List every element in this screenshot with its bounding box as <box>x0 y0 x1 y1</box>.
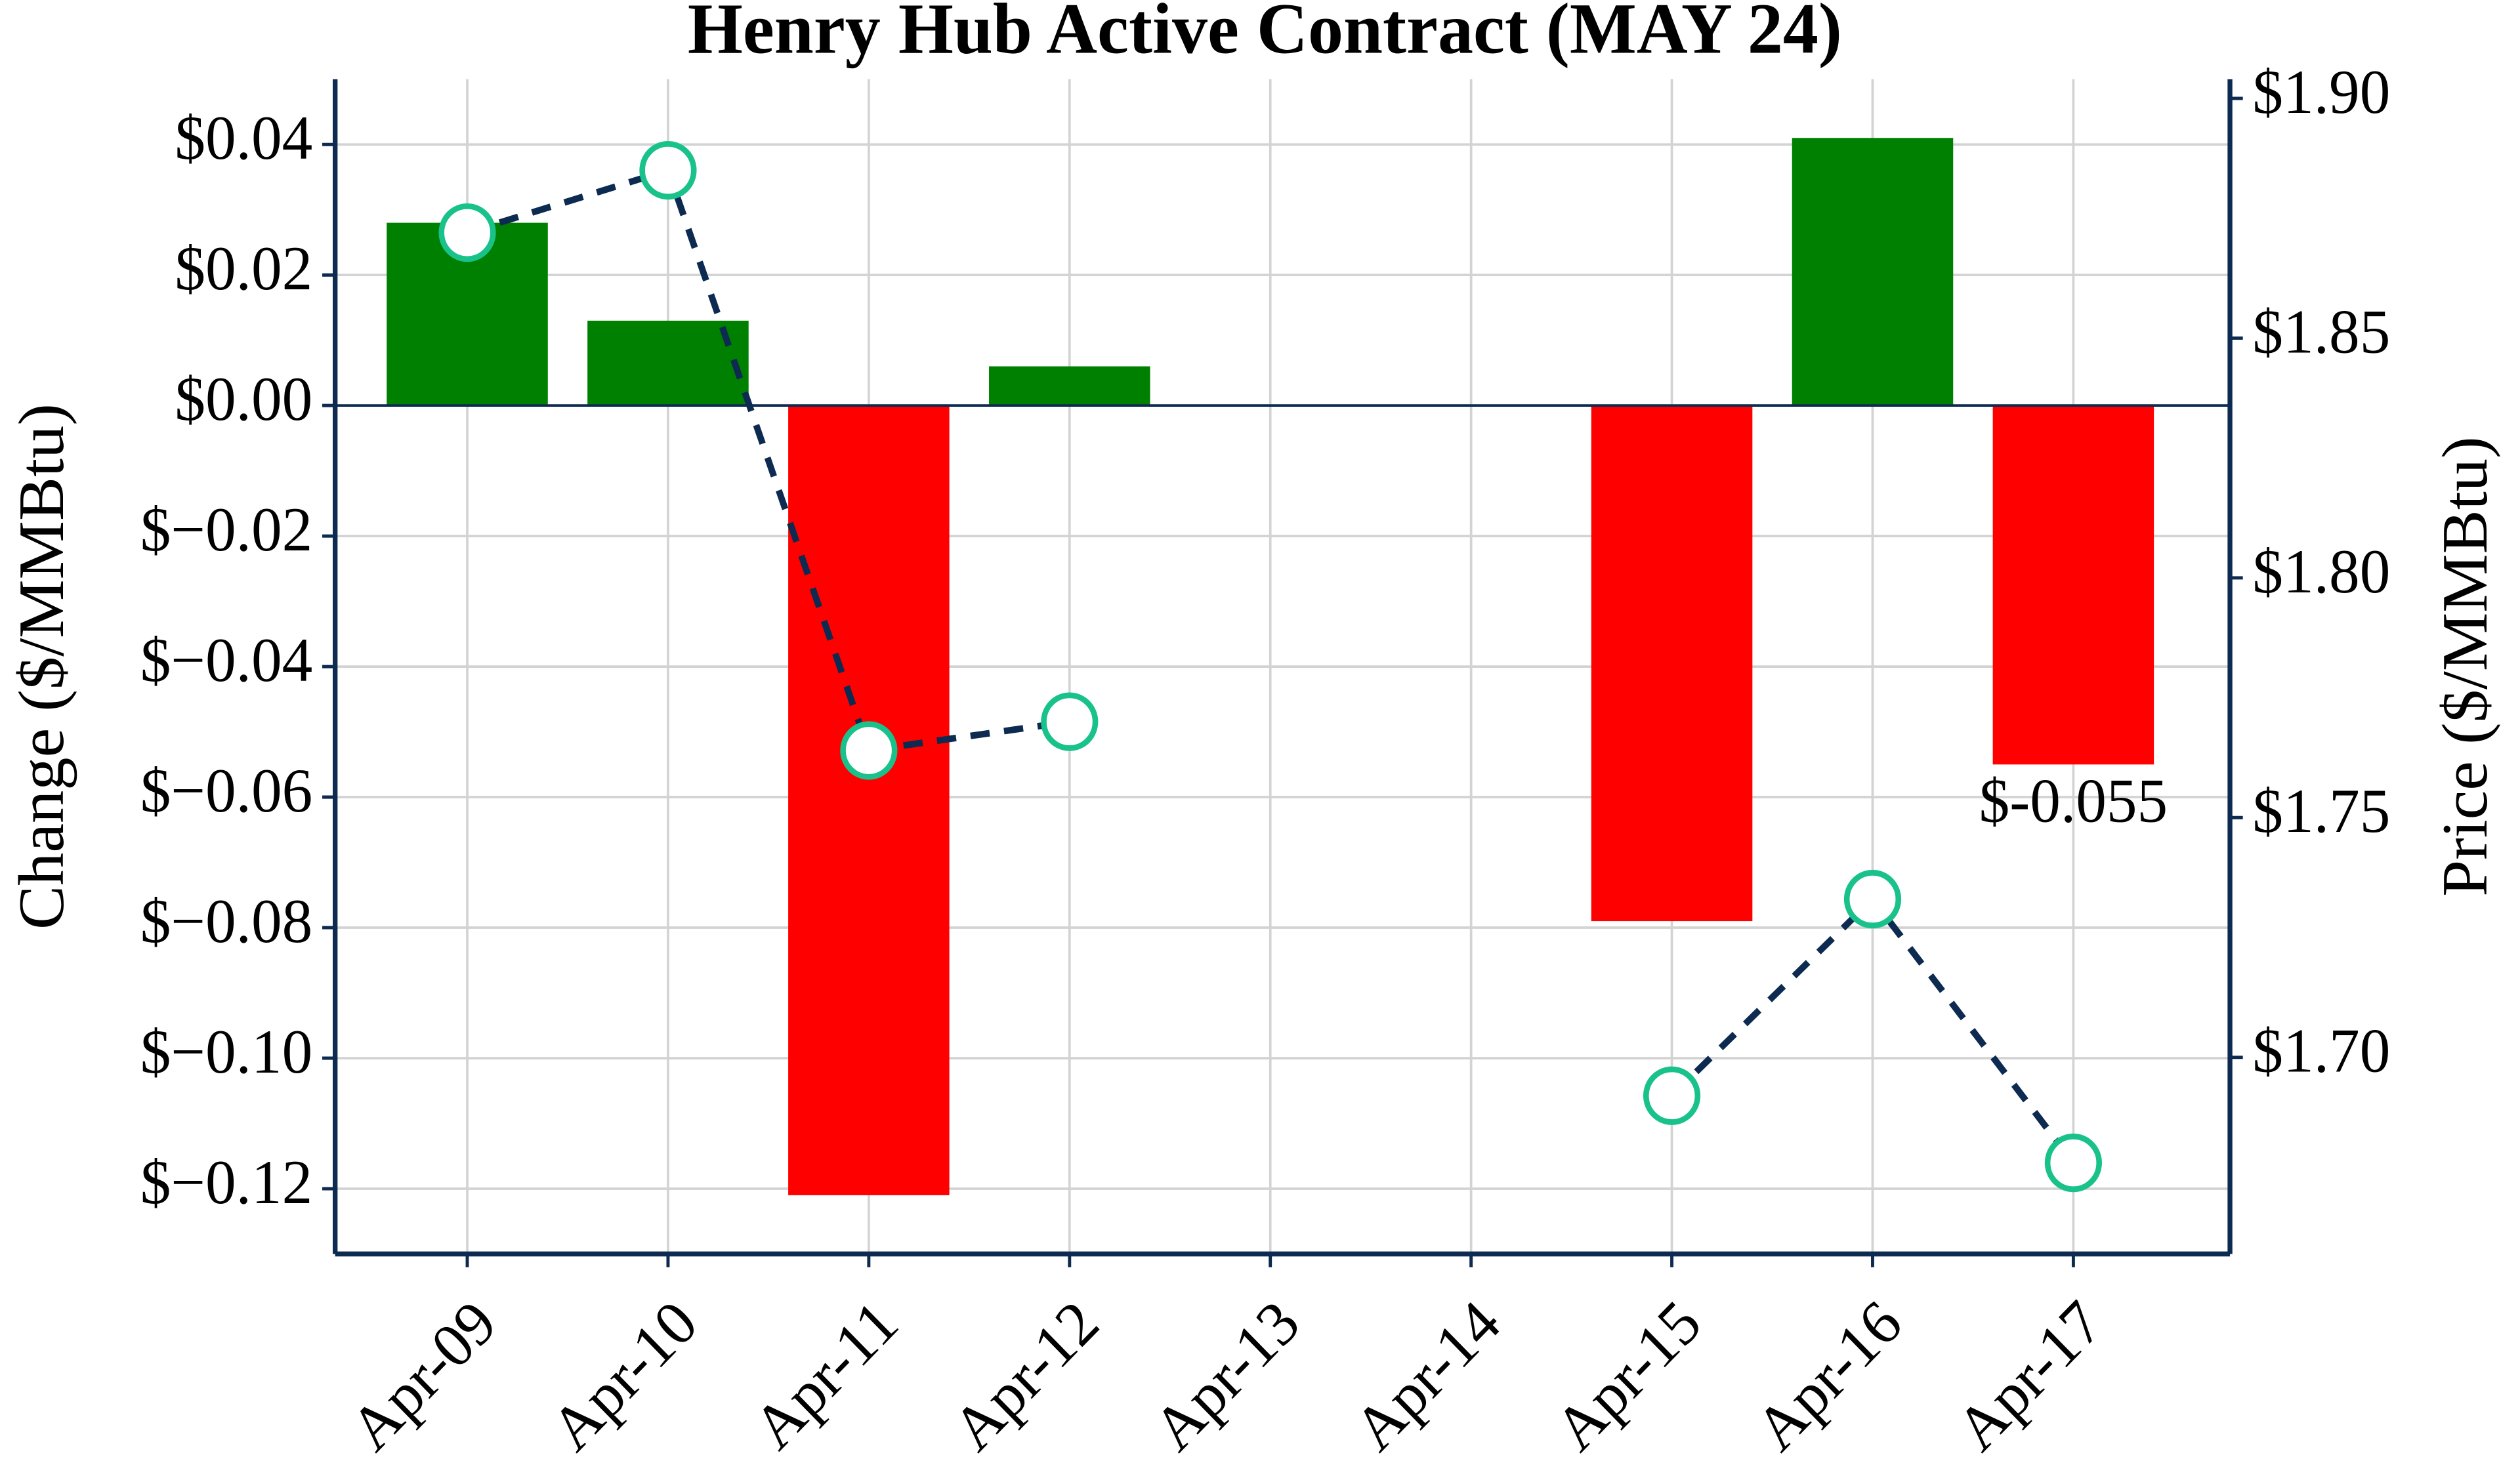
bar <box>989 366 1150 406</box>
y-tick-label: $−0.06 <box>140 756 313 825</box>
price-marker <box>1843 869 1902 929</box>
y-tick-label: $−0.10 <box>140 1018 313 1086</box>
bar <box>1591 405 1753 922</box>
y2-tick-label: $1.75 <box>2252 777 2390 846</box>
y-axis-title: Change ($/MMBtu) <box>5 403 77 930</box>
y2-tick-label: $1.80 <box>2252 537 2390 606</box>
bar <box>1992 405 2154 765</box>
y-tick-label: $−0.08 <box>140 887 313 956</box>
price-marker <box>639 140 697 200</box>
y2-tick-label: $1.85 <box>2252 297 2390 366</box>
y-tick-label: $−0.04 <box>140 626 313 695</box>
value-label: $-0.055 <box>1979 767 2168 836</box>
price-marker <box>1041 692 1099 751</box>
y-tick-label: $0.00 <box>175 365 312 434</box>
x-tick-label: Apr-14 <box>1341 1288 1513 1464</box>
x-tick-label: Apr-15 <box>1542 1288 1714 1464</box>
y-tick-label: $0.04 <box>175 104 312 173</box>
x-tick-label: Apr-10 <box>538 1288 710 1464</box>
bar <box>1792 138 1954 406</box>
x-tick-label: Apr-11 <box>741 1288 911 1462</box>
y-tick-label: $−0.12 <box>140 1148 313 1217</box>
y2-tick-label: $1.90 <box>2252 58 2390 127</box>
x-tick-label: Apr-12 <box>940 1288 1112 1464</box>
price-marker <box>1643 1066 1701 1125</box>
y2-axis-title: Price ($/MMBtu) <box>2429 436 2501 896</box>
x-tick-label: Apr-17 <box>1944 1288 2116 1464</box>
price-marker <box>840 721 898 780</box>
price-marker <box>438 203 496 262</box>
y-tick-label: $0.02 <box>175 234 312 303</box>
y-tick-label: $−0.02 <box>140 495 313 564</box>
y2-tick-label: $1.70 <box>2252 1017 2390 1086</box>
x-tick-label: Apr-09 <box>337 1288 509 1464</box>
bar <box>788 405 950 1195</box>
x-tick-label: Apr-13 <box>1141 1288 1312 1464</box>
price-marker <box>2044 1133 2102 1193</box>
chart-title: Henry Hub Active Contract (MAY 24) <box>688 0 1842 69</box>
x-tick-label: Apr-16 <box>1743 1288 1915 1464</box>
